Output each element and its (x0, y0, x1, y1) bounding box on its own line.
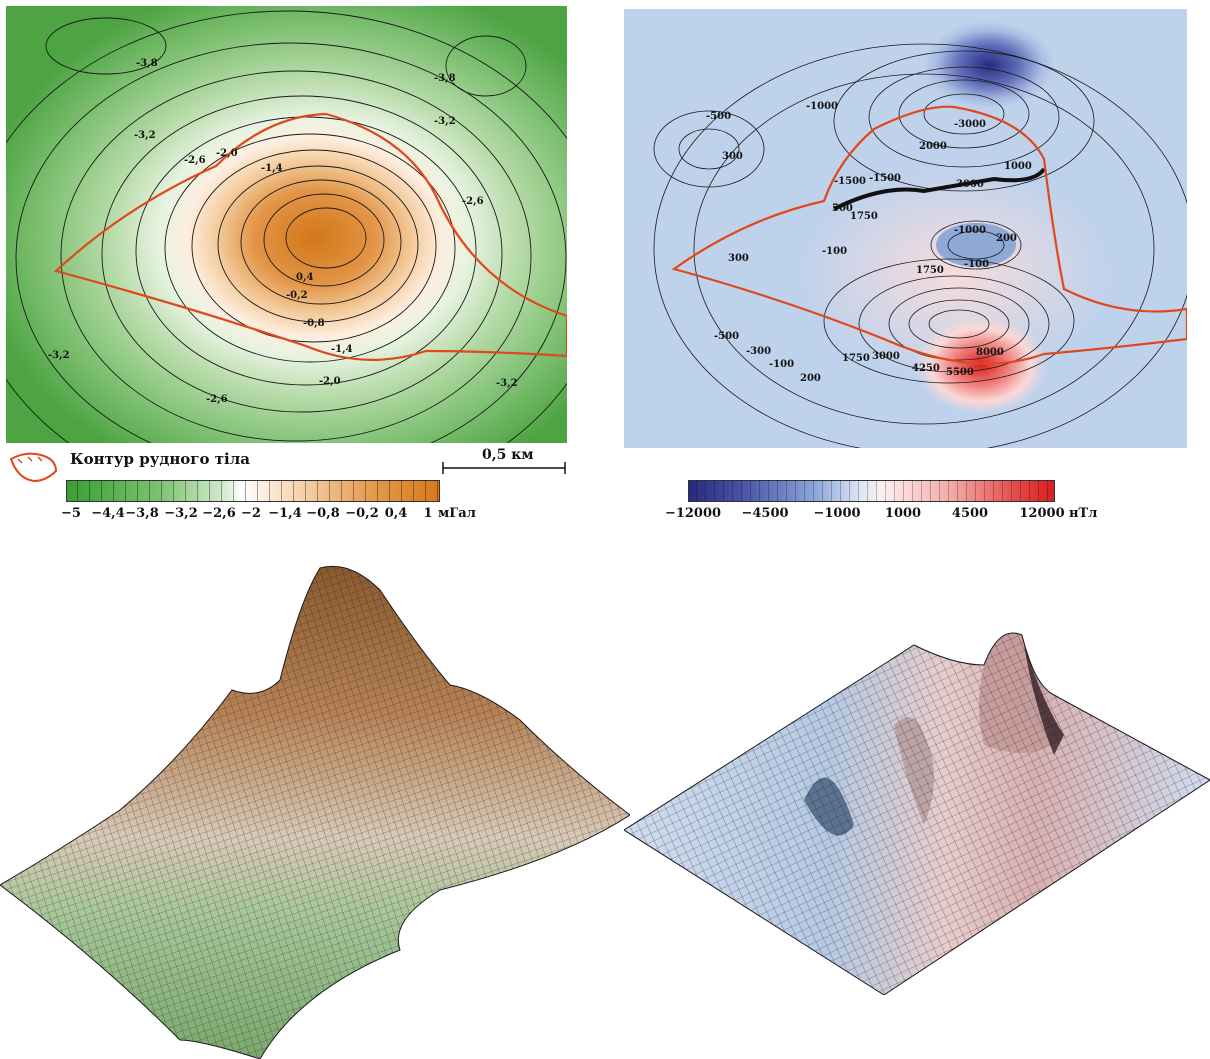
svg-text:-3,8: -3,8 (434, 73, 456, 84)
svg-text:-2,6: -2,6 (462, 196, 484, 207)
magnetic-tick: 12000 (1019, 506, 1065, 521)
magnetic-colorbar-steps (688, 480, 1055, 502)
gravity-tick: −0,8 (306, 506, 340, 521)
ore-body-contour-magnetic (671, 105, 1187, 365)
svg-text:200: 200 (800, 373, 821, 384)
svg-text:-2,6: -2,6 (184, 155, 206, 166)
svg-text:-300: -300 (746, 346, 771, 357)
magnetic-contour-map: -1000 -500 300 -1500 -3000 2000 1000 300… (624, 9, 1187, 448)
svg-text:-1500: -1500 (834, 176, 866, 187)
svg-text:-100: -100 (822, 246, 847, 257)
ore-contour-legend-icon (9, 452, 58, 483)
svg-text:-3,2: -3,2 (134, 130, 156, 141)
magnetic-contour-labels: -1000 -500 300 -1500 -3000 2000 1000 300… (706, 101, 1032, 384)
svg-text:0,4: 0,4 (296, 272, 313, 283)
gravity-contour-labels: -3,8 -3,8 -3,2 -3,2 -2,6 -2,0 -1,4 -2,6 … (48, 58, 518, 405)
svg-text:-1,4: -1,4 (331, 344, 353, 355)
svg-text:-100: -100 (769, 359, 794, 370)
svg-text:-3000: -3000 (954, 119, 986, 130)
gravity-tick: −0,2 (345, 506, 379, 521)
magnetic-isolines (653, 43, 1187, 448)
svg-text:-3,8: -3,8 (136, 58, 158, 69)
gravity-contour-map: -3,8 -3,8 -3,2 -3,2 -2,6 -2,0 -1,4 -2,6 … (6, 6, 567, 443)
gravity-tick: −2,6 (202, 506, 236, 521)
svg-text:-1,4: -1,4 (261, 163, 283, 174)
magnetic-tick: −4500 (741, 506, 789, 521)
svg-text:-100: -100 (964, 259, 989, 270)
svg-text:500: 500 (832, 203, 853, 214)
svg-text:-0,2: -0,2 (286, 290, 308, 301)
magnetic-tick: 1000 (884, 506, 922, 521)
svg-text:1000: 1000 (1004, 161, 1032, 172)
magnetic-tick: −1000 (813, 506, 861, 521)
scale-bar-label: 0,5 км (482, 447, 534, 463)
gravity-tick: −2 (241, 506, 261, 521)
svg-text:-3,2: -3,2 (48, 350, 70, 361)
svg-text:1750: 1750 (916, 265, 944, 276)
magnetic-colorbar (688, 480, 1055, 502)
svg-text:-500: -500 (714, 331, 739, 342)
svg-text:-500: -500 (706, 111, 731, 122)
svg-text:8000: 8000 (976, 347, 1004, 358)
magnetic-tick: −12000 (664, 506, 722, 521)
svg-text:3000: 3000 (872, 351, 900, 362)
svg-text:300: 300 (722, 151, 743, 162)
gravity-tick: −5 (61, 506, 81, 521)
svg-text:200: 200 (996, 233, 1017, 244)
svg-text:4250: 4250 (912, 363, 940, 374)
gravity-tick: 1 (423, 506, 433, 521)
gravity-tick: −3,2 (164, 506, 198, 521)
gravity-unit: мГал (438, 506, 476, 521)
svg-text:-3,2: -3,2 (434, 116, 456, 127)
svg-text:-3,2: -3,2 (496, 378, 518, 389)
gravity-isolines (6, 10, 567, 443)
svg-text:-2,0: -2,0 (319, 376, 341, 387)
svg-text:-0,8: -0,8 (303, 318, 325, 329)
svg-text:1750: 1750 (850, 211, 878, 222)
svg-text:2000: 2000 (919, 141, 947, 152)
svg-text:300: 300 (728, 253, 749, 264)
svg-text:-1500: -1500 (869, 173, 901, 184)
magnetic-unit: нТл (1069, 506, 1098, 521)
svg-text:1750: 1750 (842, 353, 870, 364)
gravity-colorbar (66, 480, 440, 502)
magnetic-3d-surface (624, 632, 1210, 995)
ore-contour-legend-label: Контур рудного тіла (70, 450, 251, 468)
svg-text:-1000: -1000 (806, 101, 838, 112)
ore-body-contour (53, 112, 567, 361)
gravity-tick: −3,8 (125, 506, 159, 521)
gravity-3d-surface (0, 565, 630, 1059)
gravity-tick: −1,4 (268, 506, 302, 521)
gravity-field-fill (6, 6, 567, 443)
svg-text:-2,0: -2,0 (216, 148, 238, 159)
svg-text:-2,6: -2,6 (206, 394, 228, 405)
svg-text:3000: 3000 (956, 179, 984, 190)
gravity-tick: −4,4 (91, 506, 125, 521)
svg-text:-1000: -1000 (954, 225, 986, 236)
svg-text:5500: 5500 (946, 367, 974, 378)
scale-bar (442, 462, 566, 474)
magnetic-tick: 4500 (951, 506, 989, 521)
gravity-tick: 0,4 (384, 506, 408, 521)
gravity-colorbar-steps (66, 480, 440, 502)
